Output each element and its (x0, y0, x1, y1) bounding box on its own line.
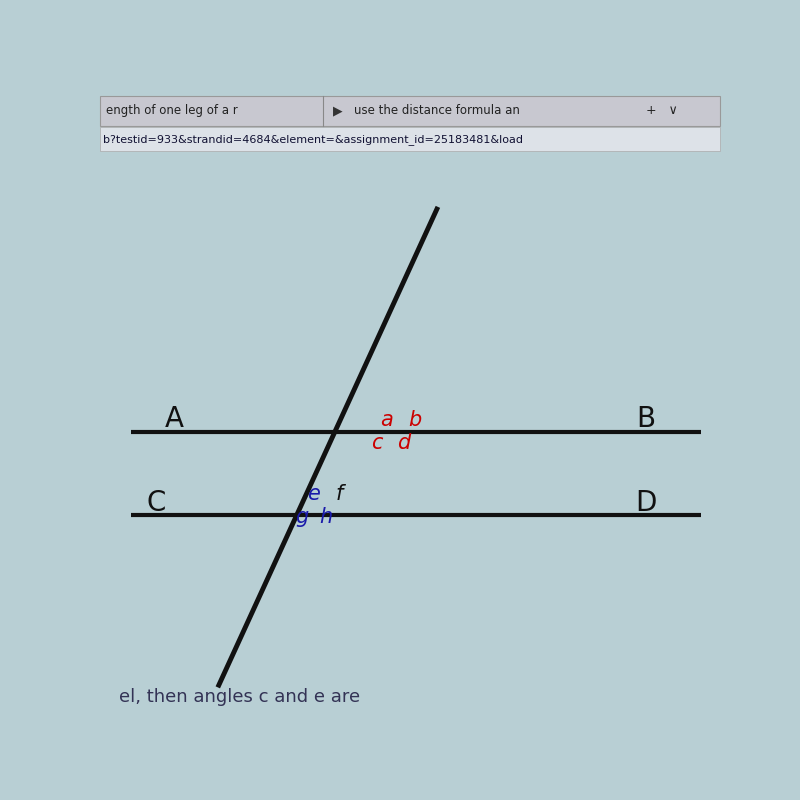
FancyBboxPatch shape (100, 96, 720, 126)
Text: h: h (320, 507, 333, 527)
Text: d: d (397, 433, 410, 453)
Text: ▶: ▶ (333, 104, 342, 118)
Text: B: B (636, 406, 655, 434)
Text: b: b (408, 410, 422, 430)
Text: ength of one leg of a r: ength of one leg of a r (106, 104, 238, 118)
Text: a: a (380, 410, 393, 430)
FancyBboxPatch shape (100, 126, 720, 151)
Text: D: D (635, 489, 656, 517)
Text: C: C (146, 489, 166, 517)
Text: use the distance formula an: use the distance formula an (354, 104, 520, 118)
Text: e: e (307, 484, 320, 504)
Text: g: g (295, 507, 308, 527)
Text: b?testid=933&strandid=4684&element=&assignment_id=25183481&load: b?testid=933&strandid=4684&element=&assi… (103, 134, 523, 145)
Text: el, then angles c and e are: el, then angles c and e are (118, 688, 360, 706)
Text: f: f (336, 484, 343, 504)
Text: A: A (165, 406, 184, 434)
Text: +   ∨: + ∨ (646, 104, 678, 118)
Text: c: c (371, 433, 383, 453)
